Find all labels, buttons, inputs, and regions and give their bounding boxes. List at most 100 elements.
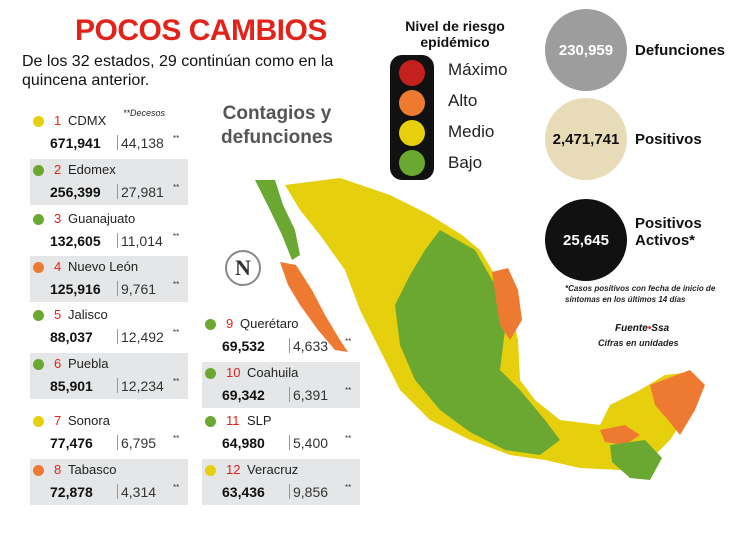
- state-rank: 11: [226, 413, 240, 428]
- state-name: Edomex: [68, 162, 116, 177]
- risk-dot: [33, 214, 44, 225]
- source-name: Ssa: [651, 323, 670, 334]
- state-rank: 9: [226, 316, 234, 331]
- separator: [117, 378, 118, 393]
- state-deaths: 12,492: [121, 329, 164, 345]
- separator: [289, 435, 290, 450]
- state-row: 2 Edomex 256,399 27,981 **: [30, 159, 188, 205]
- state-row: 9 Querétaro 69,532 4,633 **: [202, 313, 360, 359]
- state-row: 10 Coahuila 69,342 6,391 **: [202, 362, 360, 408]
- state-deaths: 9,856: [293, 484, 329, 500]
- deaths-marker: **: [173, 483, 180, 492]
- separator: [117, 435, 118, 450]
- state-name: Nuevo León: [68, 259, 139, 274]
- state-rank: 12: [226, 462, 241, 477]
- state-deaths: 5,400: [293, 435, 329, 451]
- footnote: *Casos positivos con fecha de inicio de …: [565, 284, 716, 304]
- state-deaths: 9,761: [121, 281, 157, 297]
- deaths-marker: **: [345, 337, 352, 346]
- deaths-note: **Decesos: [123, 108, 166, 118]
- state-deaths: 4,633: [293, 338, 329, 354]
- state-name: SLP: [247, 413, 272, 428]
- source-label: Fuente: [615, 323, 648, 334]
- total-label: Positivos Activos*: [635, 215, 702, 249]
- state-cases: 125,916: [50, 281, 101, 297]
- deaths-marker: **: [345, 483, 352, 492]
- legend-label: Bajo: [448, 153, 483, 172]
- state-name: Sonora: [68, 413, 110, 428]
- section-title: Contagios y defunciones: [221, 103, 333, 148]
- risk-dot: [205, 319, 216, 330]
- yucatan: [650, 370, 705, 435]
- logo: N: [225, 250, 261, 286]
- units-note: Cifras en unidades: [598, 338, 679, 348]
- separator: [117, 281, 118, 296]
- separator: [289, 387, 290, 402]
- state-deaths: 44,138: [121, 135, 164, 151]
- risk-dot: [33, 465, 44, 476]
- deaths-marker: **: [173, 134, 180, 143]
- state-deaths: 12,234: [121, 378, 164, 394]
- state-name: Guanajuato: [68, 211, 136, 226]
- state-name: Jalisco: [68, 307, 108, 322]
- state-name: Puebla: [68, 356, 109, 371]
- state-name: Tabasco: [68, 462, 117, 477]
- mainland-green: [395, 230, 560, 455]
- state-row: 12 Veracruz 63,436 9,856 **: [202, 459, 360, 505]
- state-cases: 77,476: [50, 435, 93, 451]
- state-name: Querétaro: [240, 316, 299, 331]
- state-rank: 1: [54, 113, 62, 128]
- separator: [117, 135, 118, 150]
- baja-california-sur: [280, 262, 348, 352]
- state-rank: 10: [226, 365, 241, 380]
- legend-label: Alto: [448, 91, 478, 110]
- state-name: CDMX: [68, 113, 107, 128]
- state-cases: 256,399: [50, 184, 101, 200]
- state-rank: 6: [54, 356, 62, 371]
- risk-dot: [205, 368, 216, 379]
- state-rank: 2: [54, 162, 62, 177]
- state-cases: 63,436: [222, 484, 265, 500]
- state-rank: 5: [54, 307, 62, 322]
- deaths-marker: **: [173, 183, 180, 192]
- total-label: Positivos: [635, 131, 702, 148]
- state-cases: 85,901: [50, 378, 93, 394]
- state-row: 8 Tabasco 72,878 4,314 **: [30, 459, 188, 505]
- state-deaths: 11,014: [121, 233, 163, 249]
- state-row: 11 SLP 64,980 5,400 **: [202, 410, 360, 456]
- total-value: 25,645: [545, 199, 627, 281]
- state-rank: 8: [54, 462, 62, 477]
- risk-dot: [33, 262, 44, 273]
- source: Fuente•Ssa: [615, 323, 669, 334]
- state-deaths: 4,314: [121, 484, 157, 500]
- risk-dot: [33, 359, 44, 370]
- tabasco: [600, 425, 640, 445]
- state-deaths: 6,795: [121, 435, 157, 451]
- risk-dot: [33, 310, 44, 321]
- separator: [117, 184, 118, 199]
- separator: [117, 329, 118, 344]
- risk-dot: [33, 116, 44, 127]
- baja-california: [255, 180, 300, 260]
- state-rank: 3: [54, 211, 62, 226]
- separator: [289, 338, 290, 353]
- state-cases: 69,342: [222, 387, 265, 403]
- state-row: 6 Puebla 85,901 12,234 **: [30, 353, 188, 399]
- state-name: Coahuila: [247, 365, 299, 380]
- state-cases: 72,878: [50, 484, 93, 500]
- chiapas: [610, 440, 662, 480]
- legend-lamp: [399, 120, 425, 146]
- state-cases: 671,941: [50, 135, 101, 151]
- deaths-marker: **: [173, 232, 180, 241]
- subtitle: De los 32 estados, 29 continúan como en …: [22, 53, 334, 89]
- traffic-light: [390, 55, 434, 180]
- legend-label: Medio: [448, 122, 495, 141]
- state-cases: 69,532: [222, 338, 265, 354]
- separator: [289, 484, 290, 499]
- state-rank: 7: [54, 413, 62, 428]
- state-cases: 64,980: [222, 435, 265, 451]
- deaths-marker: **: [173, 434, 180, 443]
- nuevo-leon: [492, 268, 522, 340]
- legend-lamp: [399, 150, 425, 176]
